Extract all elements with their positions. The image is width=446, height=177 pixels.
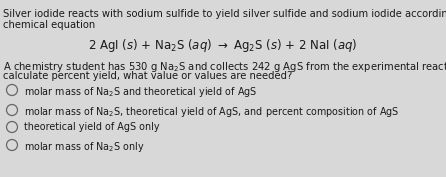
Text: molar mass of Na$_2$S and theoretical yield of AgS: molar mass of Na$_2$S and theoretical yi…	[24, 85, 257, 99]
Text: 2 AgI $(s)$ + Na$_2$S $(aq)$ $\rightarrow$ Ag$_2$S $(s)$ + 2 NaI $(aq)$: 2 AgI $(s)$ + Na$_2$S $(aq)$ $\rightarro…	[88, 37, 358, 54]
Text: theoretical yield of AgS only: theoretical yield of AgS only	[24, 122, 160, 132]
Text: Silver iodide reacts with sodium sulfide to yield silver sulfide and sodium iodi: Silver iodide reacts with sodium sulfide…	[3, 9, 446, 19]
Text: A chemistry student has 530 g Na$_2$S and collects 242 g AgS from the experiment: A chemistry student has 530 g Na$_2$S an…	[3, 60, 446, 74]
Text: molar mass of Na$_2$S only: molar mass of Na$_2$S only	[24, 140, 145, 154]
Text: chemical equation: chemical equation	[3, 20, 95, 30]
Text: calculate percent yield, what value or values are needed?: calculate percent yield, what value or v…	[3, 71, 292, 81]
Text: molar mass of Na$_2$S, theoretical yield of AgS, and percent composition of AgS: molar mass of Na$_2$S, theoretical yield…	[24, 105, 400, 119]
